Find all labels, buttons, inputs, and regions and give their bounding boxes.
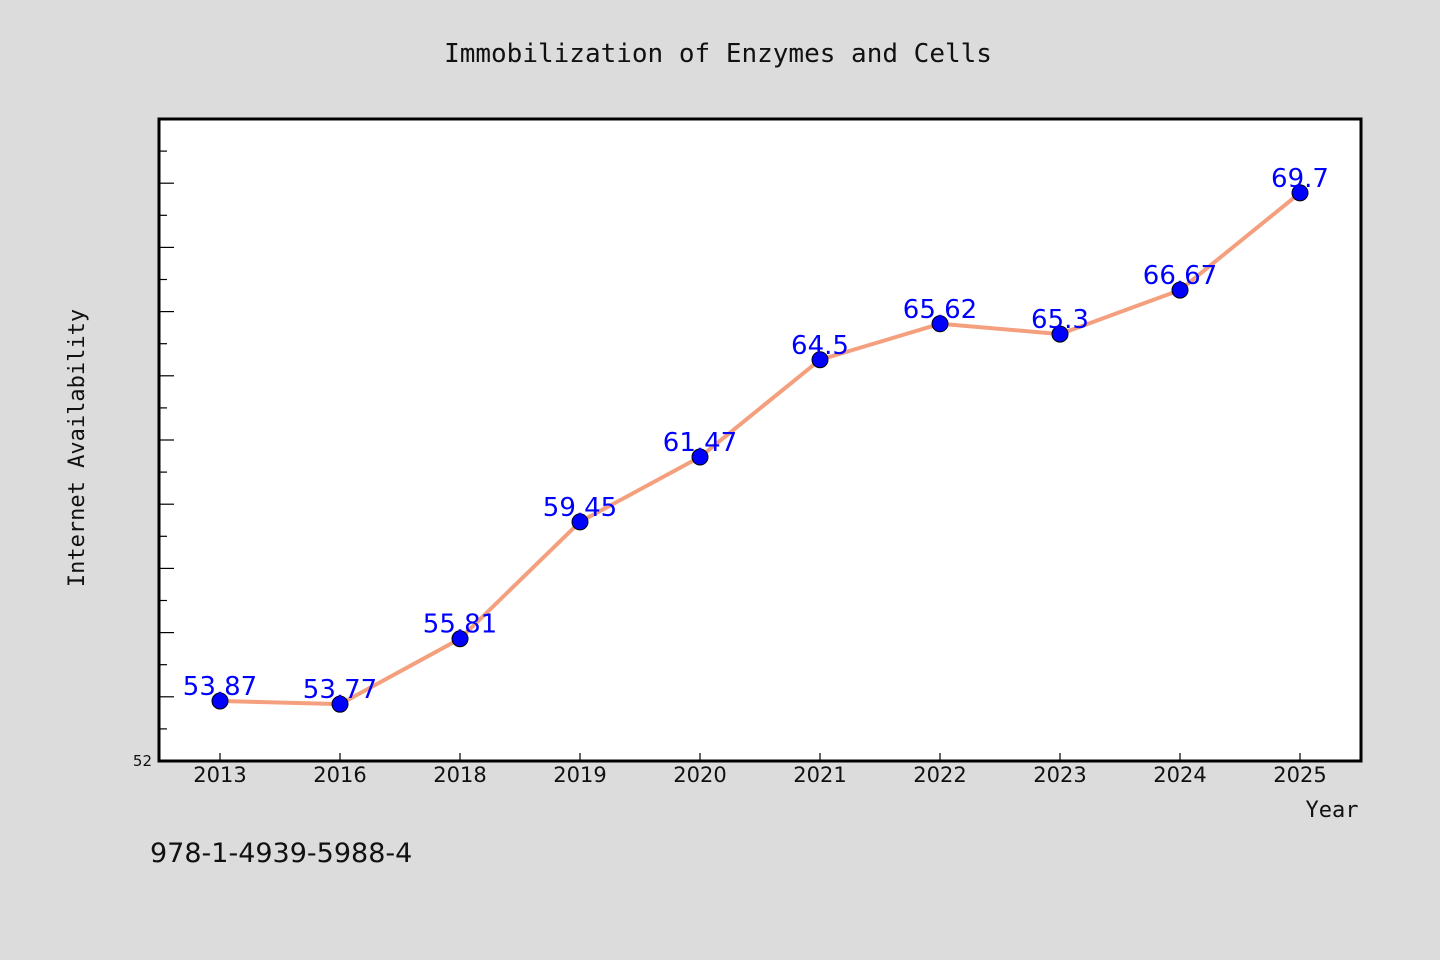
data-point [331, 695, 349, 713]
isbn-text: 978-1-4939-5988-4 [150, 838, 412, 869]
x-tick-label: 2020 [673, 763, 726, 787]
x-tick-label: 2016 [313, 763, 366, 787]
x-tick-label: 2021 [793, 763, 846, 787]
data-label: 59.45 [543, 493, 617, 523]
plot-area [157, 117, 1363, 763]
data-point [451, 630, 469, 648]
y-axis-ticks [159, 150, 174, 762]
data-point [931, 315, 949, 333]
x-tick-label: 2023 [1033, 763, 1086, 787]
data-label: 65.3 [1031, 305, 1089, 335]
x-tick-label: 2025 [1273, 763, 1326, 787]
data-label: 64.5 [791, 331, 849, 361]
data-label: 55.81 [423, 610, 497, 640]
data-point [1051, 325, 1069, 343]
x-axis-label: Year [1306, 798, 1359, 823]
series-line [218, 190, 1302, 707]
data-label: 61.47 [663, 428, 737, 458]
data-point [211, 692, 229, 710]
data-point [571, 513, 589, 531]
x-tick-label: 2013 [193, 763, 246, 787]
data-label: 65.62 [903, 295, 977, 325]
x-tick-label: 2022 [913, 763, 966, 787]
chart-title: Immobilization of Enzymes and Cells [444, 39, 992, 69]
data-label: 53.87 [183, 672, 257, 702]
x-tick-label: 2019 [553, 763, 606, 787]
y-axis-label: Internet Availability [65, 309, 90, 587]
x-axis: 2013 2016 2018 2019 2020 2021 2022 2023 2024 2025 [193, 753, 1327, 787]
data-point [691, 448, 709, 466]
series-layer: 53.87 53.77 55.81 59.45 61.47 64.5 65.62 65.3 66… [183, 164, 1329, 713]
data-point [811, 351, 829, 369]
data-label: 53.77 [303, 675, 377, 705]
x-tick-label: 2018 [433, 763, 486, 787]
data-point [1291, 184, 1309, 202]
y-axis-min-label: 52 [133, 752, 152, 770]
data-point [1171, 281, 1189, 299]
x-tick-label: 2024 [1153, 763, 1206, 787]
data-label: 66.67 [1143, 261, 1217, 291]
data-label: 69.7 [1271, 164, 1329, 194]
